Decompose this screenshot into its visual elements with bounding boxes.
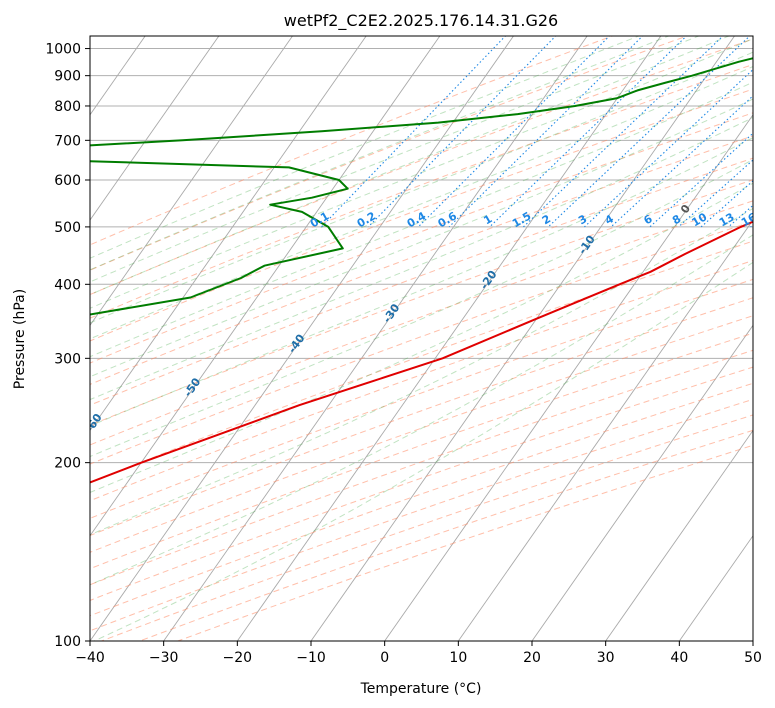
dry-adiabat: [90, 135, 753, 385]
y-tick-label: 600: [54, 173, 81, 189]
x-tick-label: 50: [744, 650, 762, 666]
moist-adiabat: [90, 38, 753, 309]
dewpoint-profile: [90, 57, 753, 316]
y-tick-label: 100: [54, 634, 81, 650]
isotherm-line: [90, 36, 220, 221]
y-tick-label: 800: [54, 99, 81, 115]
plot-frame: [89, 35, 754, 642]
dry-adiabat: [90, 382, 753, 617]
moist-adiabat: [90, 116, 753, 401]
dry-adiabat: [90, 179, 753, 426]
x-axis-label: Temperature (°C): [360, 681, 482, 697]
moist-adiabat: [90, 36, 641, 259]
temperature-profile: [90, 220, 753, 484]
moist-adiabat: [90, 234, 753, 586]
dry-adiabat: [90, 220, 753, 465]
x-tick-label: −30: [149, 650, 179, 666]
y-axis-ticks: 1000 900 800 700 600 500 400 300 200 100: [45, 42, 90, 650]
y-tick-label: 400: [54, 277, 81, 293]
isotherm-line: [384, 114, 753, 641]
chart-title: wetPf2_C2E2.2025.176.14.31.G26: [284, 11, 558, 31]
dry-adiabat: [90, 259, 753, 502]
x-tick-label: 40: [670, 650, 688, 666]
isotherm-line: [678, 534, 753, 641]
isotherm-line: [605, 429, 753, 641]
mixing-ratio-line: [610, 95, 753, 228]
y-tick-label: 200: [54, 456, 81, 472]
x-tick-label: 0: [380, 650, 389, 666]
dry-adiabat: [90, 63, 753, 319]
mixing-ratio-line: [448, 36, 644, 228]
mixing-ratio-line: [547, 36, 751, 228]
moist-adiabat: [90, 36, 670, 271]
y-tick-label: 900: [54, 69, 81, 85]
isotherm-line: [90, 36, 515, 641]
isotherm-line: [236, 36, 662, 641]
y-tick-label: 300: [54, 351, 81, 367]
mixing-ratio-line: [678, 159, 753, 228]
x-tick-label: 10: [449, 650, 467, 666]
mixing-ratio-label: 16: [739, 210, 759, 229]
dry-adiabat: [90, 240, 753, 484]
dry-adiabat: [90, 349, 753, 586]
y-tick-label: 500: [54, 220, 81, 236]
isotherm-line: [163, 36, 588, 641]
moist-adiabat: [90, 158, 753, 458]
isotherm-line: [90, 36, 441, 537]
dry-adiabat: [90, 88, 753, 342]
isotherm-line: [90, 36, 367, 432]
isotherm-line: [310, 36, 736, 641]
dry-adiabat: [90, 36, 614, 246]
mixing-ratio-line: [523, 36, 724, 228]
x-tick-label: −10: [296, 650, 326, 666]
moist-adiabat: [93, 261, 753, 641]
mixing-ratio-lines: [321, 36, 753, 228]
mixing-ratio-line: [367, 36, 557, 228]
y-tick-label: 1000: [45, 42, 81, 58]
isotherm-line: [457, 219, 753, 641]
x-tick-label: −20: [223, 650, 253, 666]
y-axis-label: Pressure (hPa): [12, 289, 28, 389]
isotherm-line: [90, 36, 294, 327]
x-tick-label: 20: [523, 650, 541, 666]
dry-adiabat: [90, 315, 753, 553]
mixing-ratio-line: [489, 36, 688, 228]
mixing-ratio-line: [321, 36, 507, 228]
dry-adiabat: [90, 278, 753, 519]
profile-series: [90, 57, 753, 484]
dry-adiabat-lines: [90, 36, 753, 641]
moist-adiabat: [90, 81, 753, 358]
x-tick-label: −40: [75, 650, 105, 666]
y-tick-label: 700: [54, 133, 81, 149]
isotherm-line: [531, 324, 753, 641]
x-axis-ticks: −40 −30 −20 −10 0 10 20 30 40 50: [75, 641, 762, 666]
dry-adiabat: [90, 112, 753, 364]
isotherm-lines: [90, 36, 753, 641]
pressure-gridlines: [90, 48, 753, 641]
plot-area: 0.10.20.40.611.52346810131620253036-100-…: [90, 36, 759, 641]
moist-adiabat: [90, 137, 753, 427]
mixing-ratio-line: [584, 68, 753, 228]
x-tick-label: 30: [597, 650, 615, 666]
